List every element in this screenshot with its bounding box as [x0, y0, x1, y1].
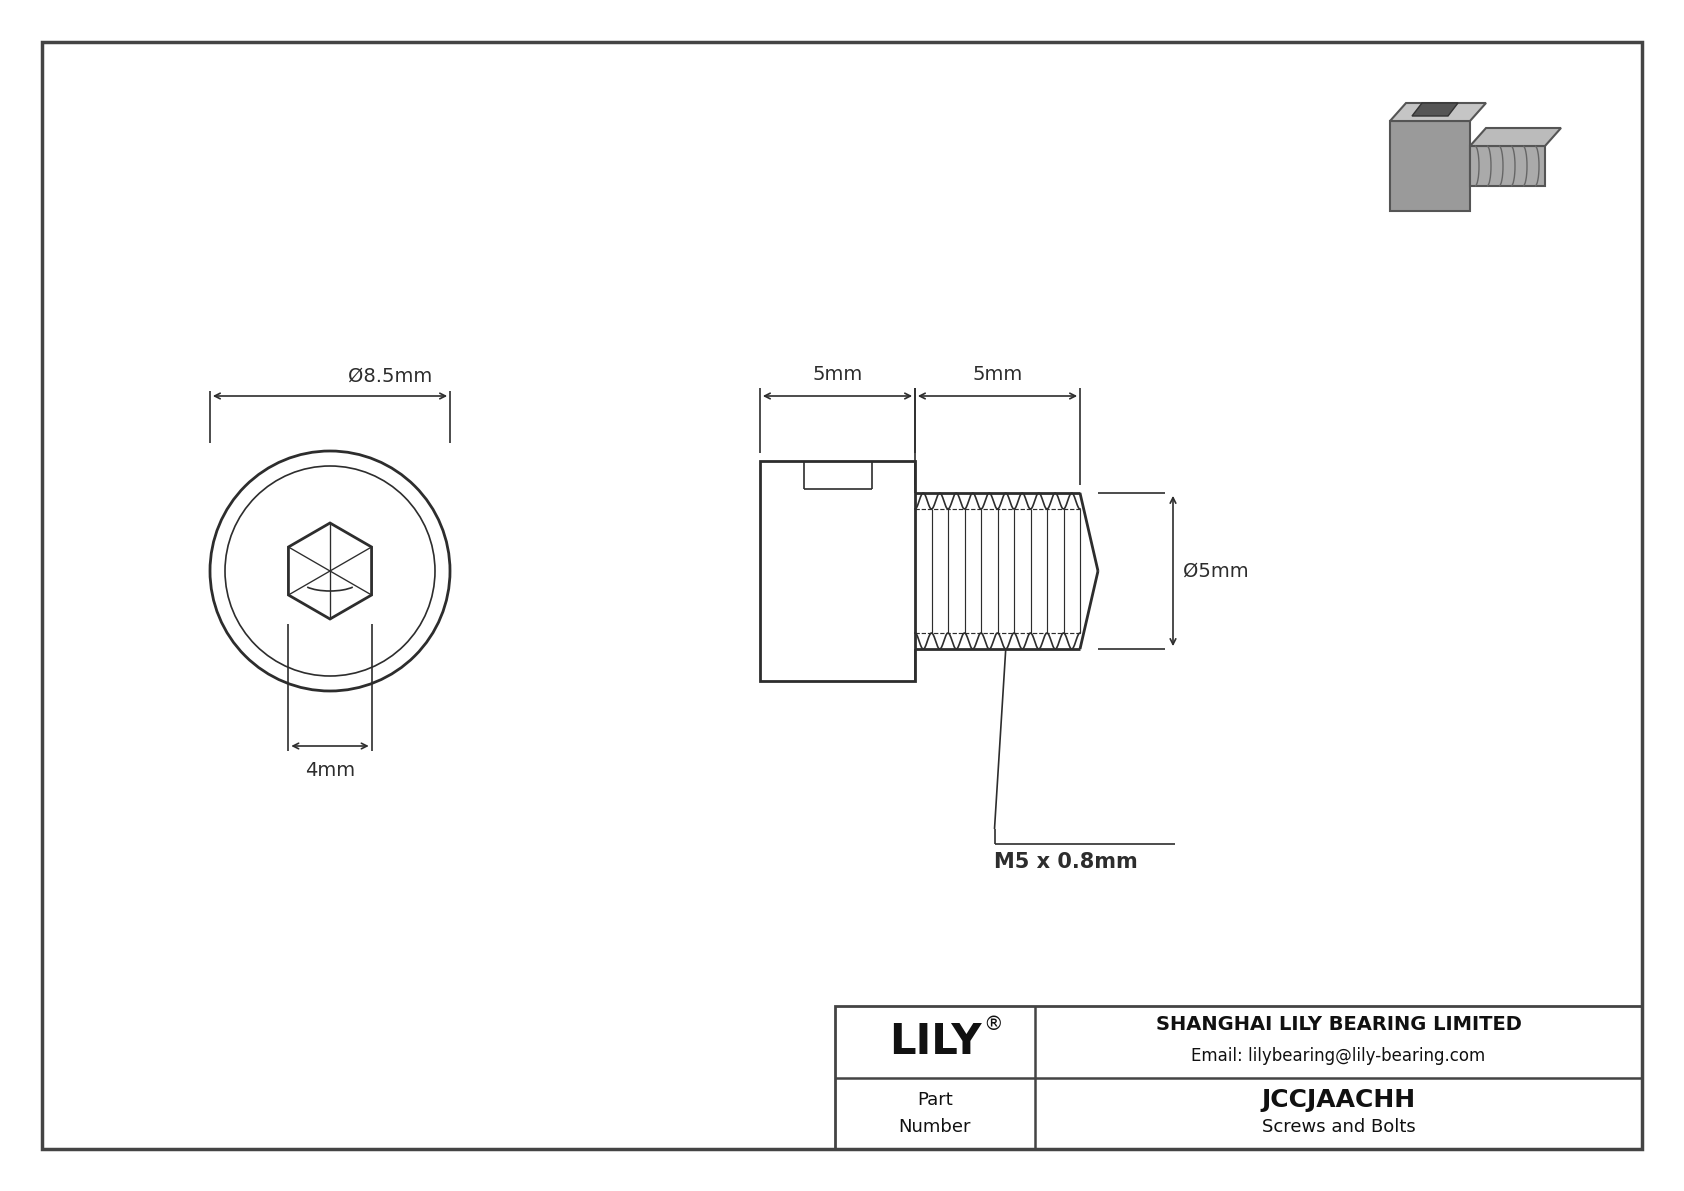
Text: 4mm: 4mm — [305, 761, 355, 780]
Text: Screws and Bolts: Screws and Bolts — [1261, 1118, 1415, 1136]
Text: SHANGHAI LILY BEARING LIMITED: SHANGHAI LILY BEARING LIMITED — [1155, 1015, 1521, 1034]
Text: ®: ® — [983, 1015, 1002, 1034]
Polygon shape — [1389, 121, 1470, 211]
Text: LILY: LILY — [889, 1021, 982, 1064]
Text: JCCJAACHH: JCCJAACHH — [1261, 1087, 1416, 1111]
Polygon shape — [1470, 146, 1544, 186]
Bar — [835, 1006, 1642, 1149]
Text: Email: lilybearing@lily-bearing.com: Email: lilybearing@lily-bearing.com — [1191, 1047, 1485, 1065]
Text: Ø8.5mm: Ø8.5mm — [349, 367, 433, 386]
Text: 5mm: 5mm — [972, 364, 1022, 384]
Text: Part
Number: Part Number — [899, 1091, 972, 1136]
Polygon shape — [1411, 102, 1458, 116]
Polygon shape — [1389, 102, 1485, 121]
Text: Ø5mm: Ø5mm — [1182, 561, 1248, 580]
Bar — [759, 461, 914, 681]
Text: 5mm: 5mm — [812, 364, 862, 384]
Text: M5 x 0.8mm: M5 x 0.8mm — [995, 852, 1138, 872]
Polygon shape — [1470, 127, 1561, 146]
